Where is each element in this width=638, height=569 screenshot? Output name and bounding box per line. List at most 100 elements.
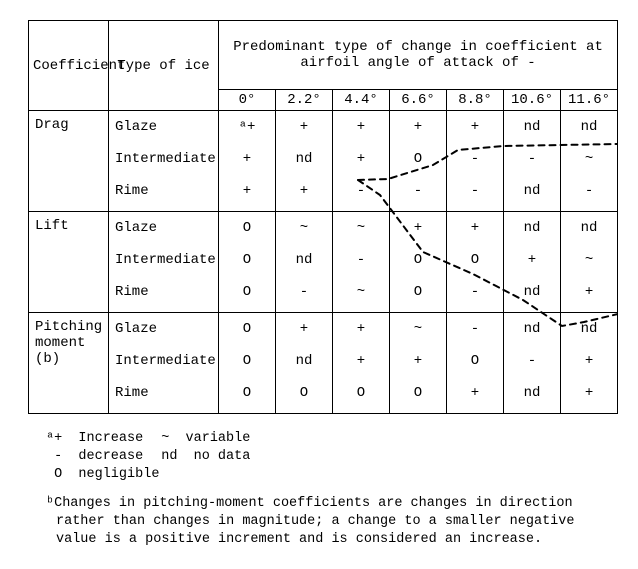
value-cell: + <box>390 111 447 144</box>
value-cell: O <box>276 377 333 414</box>
value-cell: nd <box>504 313 561 346</box>
legend-tilde: ~ variable <box>161 430 250 448</box>
table-row: RimeOOOO+nd+ <box>29 377 618 414</box>
ice-type-cell: Rime <box>109 377 219 414</box>
ice-type-cell: Glaze <box>109 212 219 245</box>
value-cell: - <box>390 175 447 212</box>
angle-3: 6.6° <box>390 90 447 111</box>
hdr-span-text: Predominant type of change in coefficien… <box>233 39 603 71</box>
value-cell: - <box>333 175 390 212</box>
value-cell: ~ <box>276 212 333 245</box>
value-cell: + <box>276 111 333 144</box>
value-cell: ᵃ+ <box>219 111 276 144</box>
value-cell: + <box>504 244 561 276</box>
value-cell: O <box>390 143 447 175</box>
value-cell: O <box>219 212 276 245</box>
value-cell: nd <box>561 313 618 346</box>
value-cell: O <box>390 276 447 313</box>
table-row: Pitching moment (b)GlazeO++~-ndnd <box>29 313 618 346</box>
value-cell: O <box>333 377 390 414</box>
value-cell: nd <box>276 143 333 175</box>
value-cell: ~ <box>561 143 618 175</box>
value-cell: + <box>390 345 447 377</box>
legend-a-plus: ᵃ+ Increase <box>46 430 143 448</box>
value-cell: + <box>276 175 333 212</box>
table-row: RimeO-~O-nd+ <box>29 276 618 313</box>
table-row: Rime++---nd- <box>29 175 618 212</box>
table-row: Intermediate+nd+O--~ <box>29 143 618 175</box>
value-cell: nd <box>504 276 561 313</box>
value-cell: - <box>504 143 561 175</box>
value-cell: - <box>276 276 333 313</box>
legend-zero: O negligible <box>46 466 159 484</box>
value-cell: + <box>561 276 618 313</box>
hdr-ice-text: Type of ice <box>117 58 209 74</box>
hdr-span: Predominant type of change in coefficien… <box>219 21 618 90</box>
legend-minus: - decrease <box>46 448 143 466</box>
value-cell: O <box>219 244 276 276</box>
angle-0: 0° <box>219 90 276 111</box>
value-cell: + <box>447 377 504 414</box>
value-cell: - <box>447 276 504 313</box>
value-cell: nd <box>561 212 618 245</box>
value-cell: + <box>390 212 447 245</box>
value-cell: + <box>219 143 276 175</box>
value-cell: - <box>504 345 561 377</box>
value-cell: ~ <box>390 313 447 346</box>
ice-type-cell: Glaze <box>109 111 219 144</box>
table-row: IntermediateOnd-OO+~ <box>29 244 618 276</box>
value-cell: nd <box>276 345 333 377</box>
value-cell: - <box>447 175 504 212</box>
value-cell: - <box>447 313 504 346</box>
value-cell: + <box>333 111 390 144</box>
table-row: LiftGlazeO~~++ndnd <box>29 212 618 245</box>
value-cell: - <box>447 143 504 175</box>
value-cell: nd <box>504 111 561 144</box>
ice-type-cell: Rime <box>109 175 219 212</box>
ice-type-cell: Intermediate <box>109 244 219 276</box>
value-cell: + <box>276 313 333 346</box>
angle-5: 10.6° <box>504 90 561 111</box>
coef-cell: Pitching moment (b) <box>29 313 109 414</box>
value-cell: O <box>219 345 276 377</box>
coefficients-table: Coefficient Type of ice Predominant type… <box>28 20 618 414</box>
value-cell: + <box>447 212 504 245</box>
hdr-coef-text: Coefficient <box>33 58 125 74</box>
value-cell: nd <box>504 175 561 212</box>
value-cell: O <box>390 377 447 414</box>
value-cell: nd <box>276 244 333 276</box>
table-row: DragGlazeᵃ+++++ndnd <box>29 111 618 144</box>
value-cell: - <box>561 175 618 212</box>
ice-type-cell: Glaze <box>109 313 219 346</box>
value-cell: + <box>561 345 618 377</box>
value-cell: nd <box>504 212 561 245</box>
value-cell: nd <box>504 377 561 414</box>
legend-nd: nd no data <box>161 448 250 466</box>
value-cell: + <box>447 111 504 144</box>
value-cell: ~ <box>333 212 390 245</box>
hdr-coef: Coefficient <box>29 21 109 111</box>
value-cell: + <box>561 377 618 414</box>
ice-type-cell: Intermediate <box>109 143 219 175</box>
value-cell: O <box>447 345 504 377</box>
value-cell: - <box>333 244 390 276</box>
value-cell: ~ <box>561 244 618 276</box>
value-cell: nd <box>561 111 618 144</box>
angle-4: 8.8° <box>447 90 504 111</box>
value-cell: + <box>333 143 390 175</box>
value-cell: ~ <box>333 276 390 313</box>
coef-cell: Drag <box>29 111 109 212</box>
footnote-b: ᵇChanges in pitching-moment coefficients… <box>46 495 608 550</box>
value-cell: + <box>219 175 276 212</box>
angle-6: 11.6° <box>561 90 618 111</box>
table-wrap: Coefficient Type of ice Predominant type… <box>28 20 618 414</box>
value-cell: O <box>219 377 276 414</box>
angle-1: 2.2° <box>276 90 333 111</box>
value-cell: O <box>219 313 276 346</box>
table-body: DragGlazeᵃ+++++ndndIntermediate+nd+O--~R… <box>29 111 618 414</box>
table-row: IntermediateOnd++O-+ <box>29 345 618 377</box>
ice-type-cell: Rime <box>109 276 219 313</box>
legend: ᵃ+ Increase ~ variable - decrease nd no … <box>46 430 618 485</box>
ice-type-cell: Intermediate <box>109 345 219 377</box>
value-cell: + <box>333 345 390 377</box>
